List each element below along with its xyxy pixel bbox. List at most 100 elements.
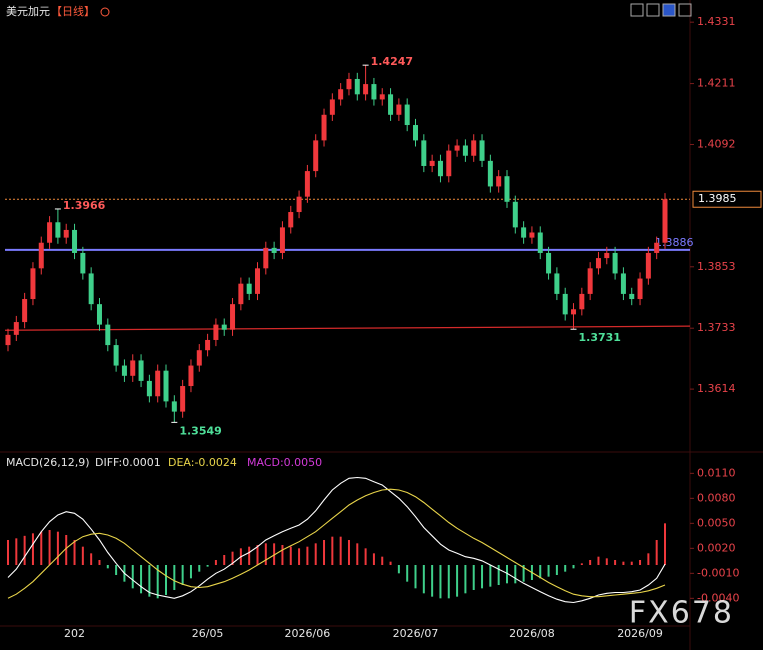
level-label: 1.3886 [655,236,694,249]
y-tick-label: 1.3853 [697,260,736,273]
candle-body [404,104,410,126]
candle-body [254,268,260,294]
candle-body [279,227,285,253]
dea-label: DEA:-0.0024 [168,456,237,469]
candle-body [171,401,177,412]
candle-body [329,99,335,115]
candle-body [271,247,277,253]
candle-body [221,324,227,330]
candle-body [388,94,394,115]
annotation: 1.4247 [371,55,413,68]
candle-body [121,365,127,376]
candle-body [47,222,53,243]
candle-body [471,140,477,156]
x-tick-label: 2026/08 [509,627,555,640]
annotation: 1.3549 [179,424,221,437]
tool-button[interactable] [646,3,660,17]
candle-body [354,78,360,95]
y-tick-label: 1.3733 [697,321,736,334]
macd-line [7,488,666,599]
candle-body [587,268,593,294]
last-price-box [692,190,762,208]
candle-body [421,140,427,166]
y-tick-label: -0.0010 [697,566,739,579]
candle-body [554,273,560,294]
candle-body [105,324,111,346]
candle-body [163,370,169,402]
candle-body [38,242,44,269]
macd-label: MACD(26,12,9) [6,456,90,469]
chart-title: 美元加元 [6,5,50,18]
y-tick-label: 0.0110 [697,466,736,479]
candle-body [654,242,660,253]
candle-body [88,273,94,305]
candle-body [146,380,152,397]
candle-body [96,304,102,325]
candle-body [620,273,626,294]
candle-body [413,125,419,141]
x-tick-label: 2026/07 [393,627,439,640]
candle-body [462,145,468,156]
candle-body [437,160,443,177]
candle-body [180,386,186,412]
candle-body [595,258,601,269]
watermark: FX678 [629,596,734,631]
candle-body [637,278,643,300]
tool-button[interactable] [630,3,644,17]
y-tick-label: 0.0080 [697,491,736,504]
tool-button[interactable] [662,3,676,17]
candle-body [63,229,69,238]
candle-body [72,229,78,253]
candle-body [196,350,202,366]
toolbar [630,3,692,17]
candle-body [313,140,319,172]
candle-body [288,212,294,228]
candle-body [30,268,36,300]
y-tick-label: 0.0020 [697,541,736,554]
candle-body [479,140,485,161]
x-tick-label: 2026/09 [617,627,663,640]
candle-body [363,84,369,95]
candle-body [155,370,161,397]
y-tick-label: 1.4331 [697,15,736,28]
candle-body [645,252,651,279]
macd-line [7,476,666,604]
candle-body [629,293,635,300]
candle-body [230,304,236,330]
annotation: 1.3731 [579,331,621,344]
tool-button[interactable] [678,3,692,17]
candle-body [304,171,310,197]
candle-body [371,84,377,100]
candle-body [346,78,352,90]
last-price-label: 1.3985 [698,192,737,205]
candle-body [579,293,585,310]
candle-body [454,145,460,151]
candle-body [396,104,402,115]
candle-body [612,252,618,274]
y-tick-label: 1.4211 [697,77,736,90]
trend-line [4,325,691,331]
candle-body [188,365,194,387]
period: 【日线】 [51,4,95,18]
candle-body [13,322,19,335]
candle-body [321,114,327,141]
x-tick-label: 2026/06 [285,627,331,640]
candle-body [379,94,385,100]
candle-body [529,232,535,238]
candle-body [571,309,577,315]
x-tick-label: 26/05 [192,627,224,640]
candle-body [546,252,552,274]
y-tick-label: -0.0040 [697,591,739,604]
candle-body [496,176,502,187]
candle-body [604,252,610,259]
candle-body [429,160,435,166]
candle-body [487,160,493,187]
candle-body [130,360,136,376]
period-icon[interactable] [100,7,110,17]
y-tick-label: 1.4092 [697,137,736,150]
candle-body [205,339,211,351]
